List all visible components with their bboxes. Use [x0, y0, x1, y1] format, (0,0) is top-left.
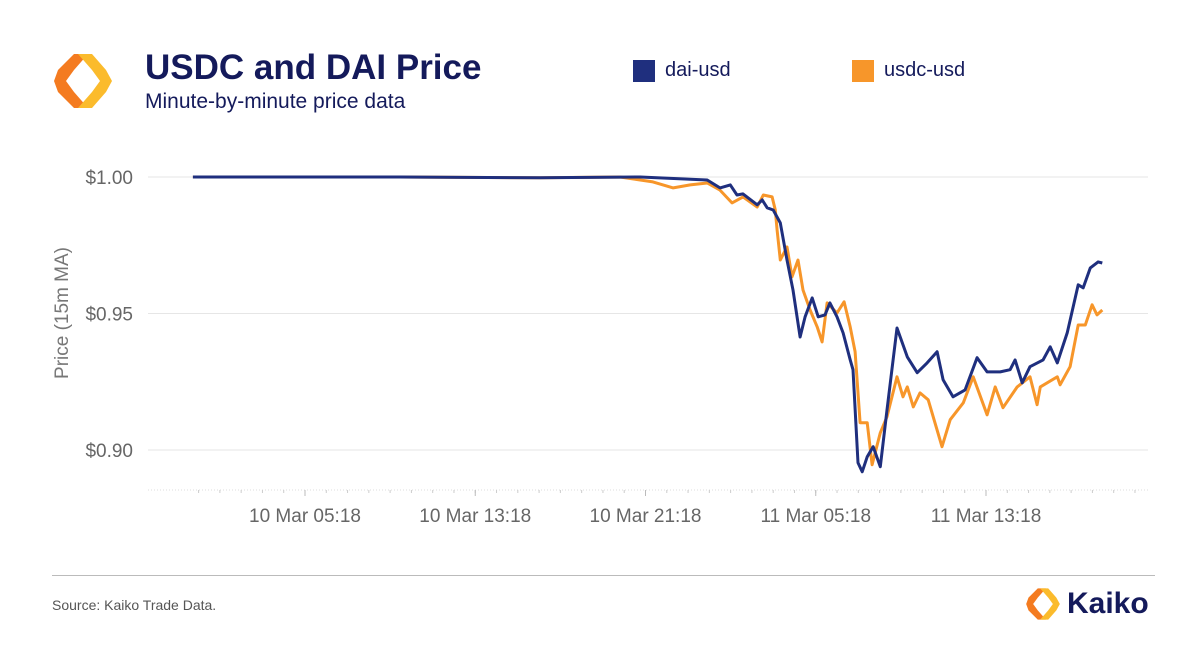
chart-title: USDC and DAI Price: [145, 48, 482, 87]
x-tick-label: 11 Mar 05:18: [760, 506, 871, 527]
price-chart: $1.00 $0.95 $0.90 10 Mar 05:18 10 Mar 13:18…: [85, 168, 1148, 527]
series-line-usdc-usd: [192, 175, 1104, 467]
series-line-dai-usd: [192, 175, 1103, 474]
legend-swatch-usdc: [852, 59, 874, 82]
y-tick-label: $1.00: [85, 168, 133, 189]
kaiko-logo-icon: [54, 54, 112, 108]
kaiko-brand: Kaiko: [1025, 586, 1149, 622]
legend-item-dai: dai-usd: [633, 59, 731, 82]
footer-divider: [52, 575, 1155, 576]
kaiko-brand-icon: [1026, 588, 1060, 620]
y-tick-label: $0.95: [85, 305, 133, 326]
x-tick-label: 10 Mar 21:18: [590, 506, 702, 527]
legend-swatch-dai: [633, 59, 655, 82]
legend-label-dai: dai-usd: [665, 59, 731, 81]
x-tick-label: 10 Mar 05:18: [249, 506, 361, 527]
y-tick-label: $0.90: [85, 441, 133, 462]
legend-label-usdc: usdc-usd: [884, 59, 966, 81]
x-tick-label: 11 Mar 13:18: [931, 506, 1042, 527]
chart-subtitle: Minute-by-minute price data: [145, 90, 406, 113]
legend-item-usdc: usdc-usd: [852, 59, 965, 82]
source-note: Source: Kaiko Trade Data.: [52, 597, 217, 613]
x-tick-label: 10 Mar 13:18: [419, 506, 531, 527]
kaiko-brand-text: Kaiko: [1067, 587, 1149, 620]
